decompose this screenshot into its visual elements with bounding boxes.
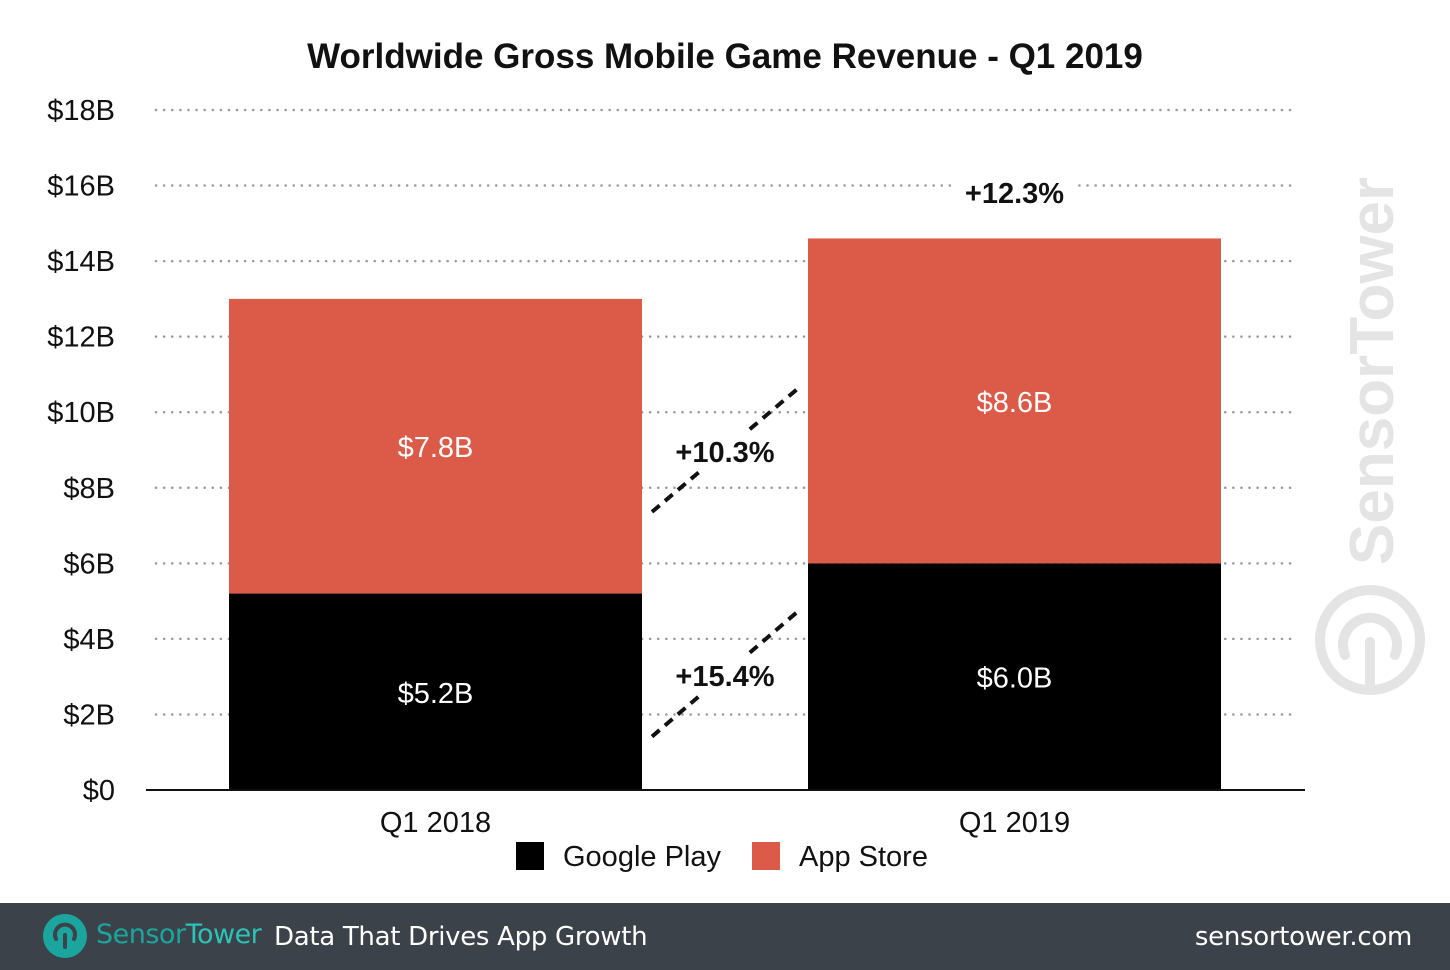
bars: $5.2B $7.8B $6.0B $8.6B [229,238,1221,790]
bar-value-label: $6.0B [977,663,1053,695]
bar-value-label: $5.2B [398,678,474,710]
y-tick-label: $6B [63,548,115,580]
y-tick-label: $16B [47,171,115,203]
y-tick-label: $0 [83,775,115,807]
footer-brand-sensor: Sensor [96,919,186,950]
growth-label: +15.4% [675,661,774,693]
watermark-text: SensorTower [1338,177,1407,565]
growth-connector-line [650,693,702,739]
growth-connectors: +15.4% +10.3% +12.3% [650,168,1077,739]
footer-tagline: Data That Drives App Growth [274,922,648,952]
bar-segment [229,298,642,594]
y-tick-label: $10B [47,397,115,429]
bar-value-label: $8.6B [977,387,1053,419]
watermark-logo-mark [1338,612,1402,695]
footer-brand[interactable]: SensorTower [96,919,262,950]
total-growth-label: +12.3% [965,178,1064,210]
bar-value-label: $7.8B [398,432,474,464]
legend-swatch [752,842,780,870]
growth-connector-line [748,609,800,655]
bar-segment [229,593,642,790]
y-tick-label: $4B [63,624,115,656]
growth-connector-line [650,469,702,514]
legend-label: App Store [799,841,928,873]
chart-title: Worldwide Gross Mobile Game Revenue - Q1… [307,37,1143,76]
y-tick-label: $8B [63,473,115,505]
legend-label: Google Play [563,841,721,873]
footer-url[interactable]: sensortower.com [1194,922,1412,952]
y-axis-ticks: $0 $2B $4B $6B $8B $10B $12B $14B $16B $18B [47,95,115,807]
x-tick-label: Q1 2018 [380,807,491,839]
y-tick-label: $12B [47,322,115,354]
footer-bar: SensorTower Data That Drives App Growth … [0,903,1450,970]
y-tick-label: $18B [47,95,115,127]
y-tick-label: $2B [63,699,115,731]
growth-connector-line [748,386,800,431]
chart: Worldwide Gross Mobile Game Revenue - Q1… [47,37,1425,873]
x-axis-ticks: Q1 2018 Q1 2019 [380,807,1070,839]
y-tick-label: $14B [47,246,115,278]
sensortower-logo-icon[interactable] [42,913,88,959]
growth-label: +10.3% [675,437,774,469]
total-growth-label-bg [952,168,1077,208]
legend-swatch [516,842,544,870]
footer-brand-tower: Tower [185,919,262,950]
legend: Google Play App Store [516,841,928,873]
bar-segment [808,238,1221,564]
x-tick-label: Q1 2019 [959,807,1070,839]
watermark: SensorTower [1315,177,1425,695]
bar-segment [808,563,1221,790]
